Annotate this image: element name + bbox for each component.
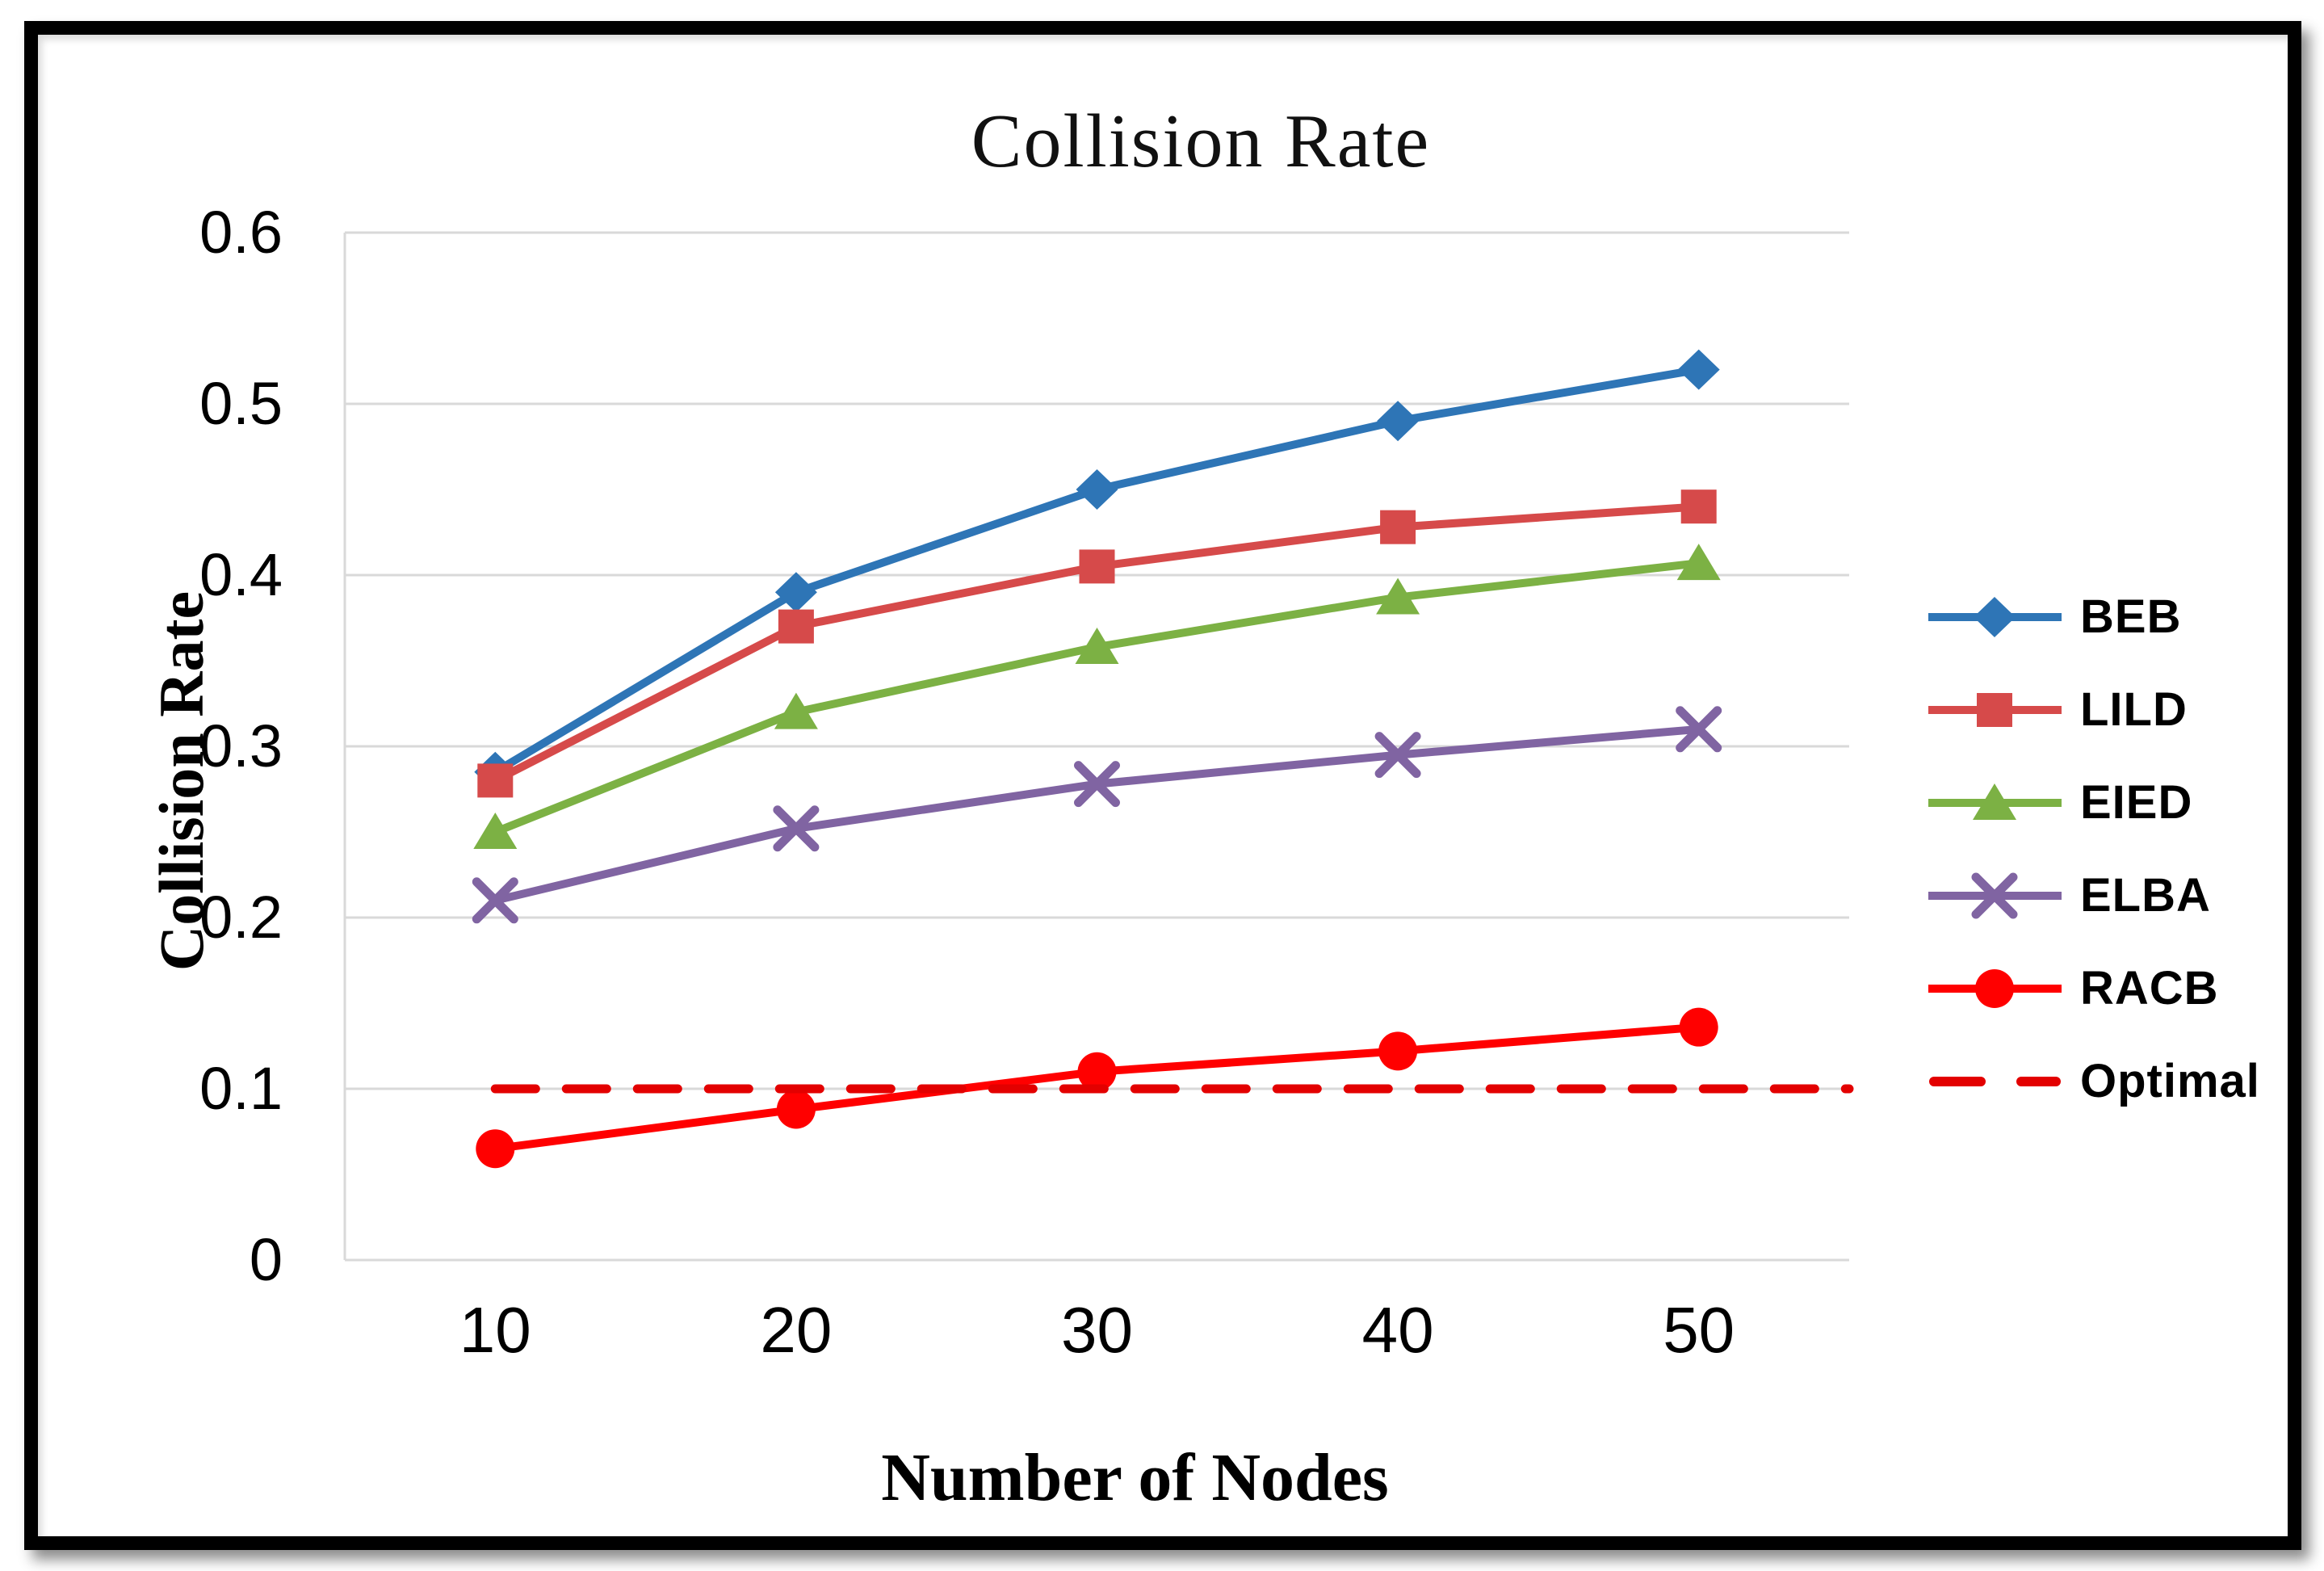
series-LILD-marker: [778, 609, 814, 644]
series-RACB-marker: [1378, 1031, 1418, 1071]
legend-item-elba: ELBA: [1924, 861, 2260, 930]
y-tick-0: 0: [249, 1226, 283, 1293]
legend-label: RACB: [2080, 962, 2219, 1014]
legend-item-lild: LILD: [1924, 675, 2260, 744]
x-tick-20: 20: [760, 1294, 833, 1366]
series-ELBA-line: [494, 725, 1700, 905]
series-LILD-marker: [1977, 693, 2012, 727]
y-tick-0.3: 0.3: [199, 712, 283, 779]
legend-marker-racb: [1928, 969, 2062, 1008]
series-RACB-marker: [1975, 969, 2014, 1008]
series-LILD-marker: [1079, 549, 1115, 584]
legend-label: LILD: [2080, 683, 2188, 736]
legend-item-beb: BEB: [1924, 582, 2260, 651]
series-ELBA-marker: [773, 805, 820, 852]
series-LILD-marker: [1380, 510, 1416, 544]
series-ELBA-marker: [1374, 732, 1421, 779]
y-tick-0.2: 0.2: [199, 884, 283, 951]
legend-marker-lild: [1928, 693, 2062, 727]
series-RACB-marker: [476, 1129, 515, 1169]
series-EIED-marker: [1973, 783, 2016, 820]
series-BEB-marker: [1076, 469, 1118, 510]
series-EIED-marker: [1075, 628, 1119, 665]
legend-item-optimal: Optimal: [1924, 1047, 2260, 1115]
x-tick-30: 30: [1061, 1294, 1133, 1366]
series-BEB-marker: [1677, 349, 1720, 390]
series-EIED-marker: [473, 813, 518, 849]
series-BEB-marker: [1974, 597, 2016, 637]
series-RACB-marker: [1077, 1052, 1117, 1091]
series-LILD-marker: [1680, 489, 1717, 524]
legend-label: EIED: [2080, 776, 2193, 829]
y-tick-0.5: 0.5: [199, 370, 283, 437]
legend-marker-optimal: [1929, 1077, 2061, 1086]
series-ELBA-marker: [1074, 761, 1120, 808]
legend-item-eied: EIED: [1924, 768, 2260, 837]
legend-marker-beb: [1928, 597, 2062, 637]
chart-title: Collision Rate: [971, 99, 1431, 183]
series-EIED-marker: [1376, 578, 1420, 615]
x-tick-40: 40: [1361, 1294, 1434, 1366]
legend-item-racb: RACB: [1924, 954, 2260, 1023]
series-BEB-marker: [1377, 401, 1420, 442]
legend-label: ELBA: [2080, 869, 2211, 922]
legend-label: BEB: [2080, 590, 2182, 643]
y-tick-0.4: 0.4: [199, 541, 283, 608]
y-tick-0.1: 0.1: [199, 1055, 283, 1122]
series-ELBA-marker: [1971, 872, 2018, 919]
chart-frame: Collision Rate Collision Rate Number of …: [24, 21, 2301, 1550]
series-EIED-marker: [1676, 544, 1721, 581]
series-ELBA-marker: [1676, 706, 1722, 753]
series-BEB-marker: [774, 572, 817, 613]
series-RACB-marker: [1679, 1007, 1718, 1047]
legend-marker-eied: [1928, 783, 2062, 820]
series-ELBA-marker: [472, 877, 518, 924]
legend-label: Optimal: [2080, 1055, 2260, 1107]
series-LILD-marker: [477, 763, 514, 798]
x-tick-10: 10: [459, 1294, 531, 1366]
series-RACB-marker: [776, 1090, 816, 1129]
legend: BEB LILD EIED ELBA RACB Optimal: [1924, 582, 2260, 1115]
series-EIED-marker: [774, 692, 818, 729]
x-axis-title: Number of Nodes: [881, 1440, 1389, 1515]
y-tick-0.6: 0.6: [199, 199, 283, 266]
legend-marker-elba: [1928, 872, 2062, 919]
x-tick-50: 50: [1663, 1294, 1735, 1366]
series-EIED-line: [493, 559, 1700, 836]
